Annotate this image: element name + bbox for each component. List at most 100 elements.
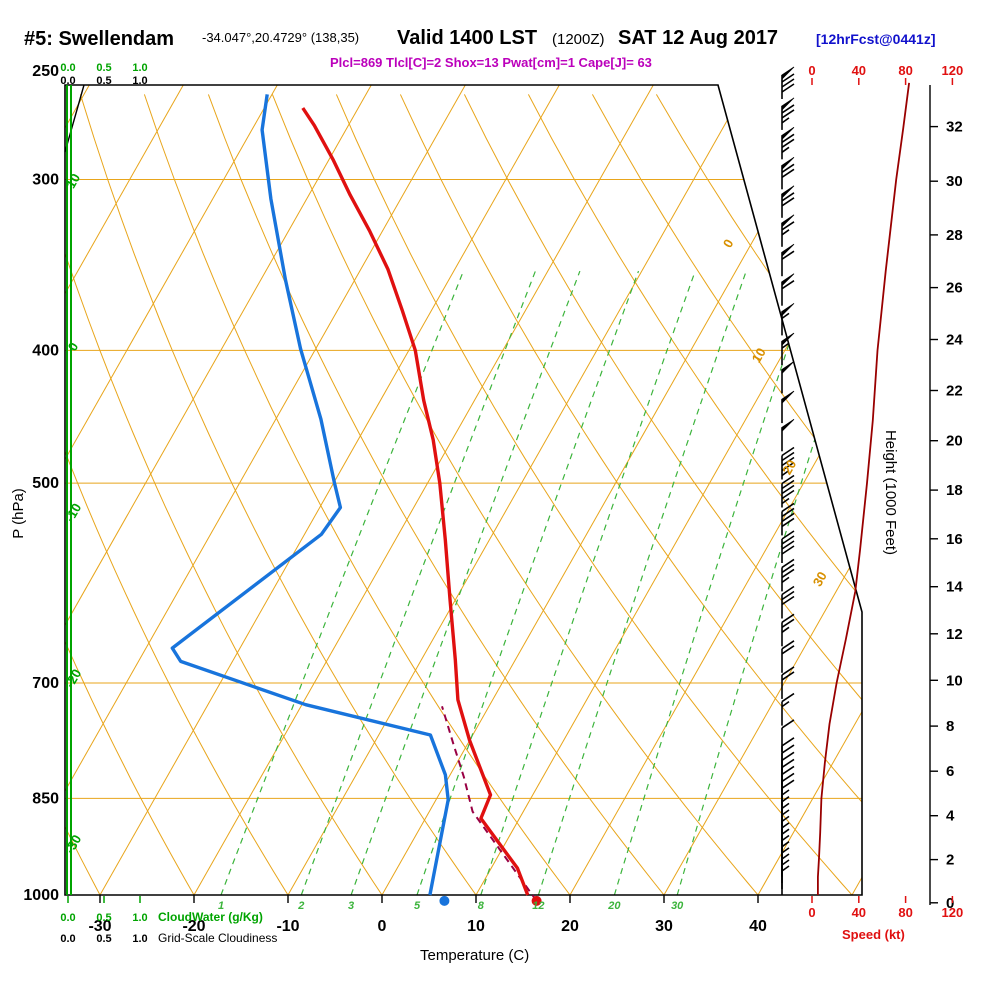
temperature-tick-label: -10 — [276, 918, 299, 935]
wind-barb-feather — [781, 758, 795, 769]
background-grid — [0, 85, 1000, 895]
isotherm-line — [287, 85, 748, 895]
temperature-tick-label: 10 — [467, 918, 485, 935]
speed-tick-label-top: 120 — [942, 63, 964, 78]
speed-tick-label-bottom: 0 — [808, 905, 815, 920]
wind-barb-pennant — [781, 66, 795, 80]
wind-barb-feather — [781, 779, 795, 789]
wind-barb-half-feather — [781, 700, 790, 708]
height-tick-label: 26 — [946, 280, 963, 297]
cloudwater-axis-label: CloudWater (g/Kg) — [158, 910, 263, 924]
mixing-ratio-label: 3 — [348, 900, 354, 912]
isotherm-right-label: 0 — [720, 236, 737, 250]
wind-barb-feather — [781, 558, 795, 569]
wind-barb-pennant — [781, 97, 795, 111]
wind-barb-feather — [781, 535, 795, 545]
wind-barb-feather — [781, 517, 795, 528]
wind-barb-half-feather — [781, 796, 790, 803]
wind-barb-half-feather — [781, 865, 790, 872]
wind-barb-feather — [781, 446, 795, 457]
wind-barb-feather — [781, 545, 795, 555]
wind-barb-feather — [781, 618, 795, 628]
isotherm-right-labels: 0 10 20 30 — [720, 236, 830, 588]
wind-barb-feather — [781, 138, 795, 148]
height-tick-label: 18 — [946, 482, 963, 499]
temperature-tick-label: 40 — [749, 918, 767, 935]
height-tick-label: 6 — [946, 763, 954, 780]
height-tick-label: 4 — [946, 808, 955, 825]
height-tick-label: 0 — [946, 895, 954, 912]
wind-barb-feather — [781, 502, 795, 513]
surface-temperature-dot — [531, 895, 542, 906]
wind-barb-half-feather — [781, 847, 790, 854]
wind-barb-half-feather — [781, 576, 790, 584]
temperature-tick-labels: -30 -20 -10 0 10 20 30 40 — [88, 895, 767, 935]
wind-barb-half-feather — [781, 312, 790, 320]
mixing-ratio-label: 5 — [414, 900, 421, 912]
wind-barb-feather — [781, 456, 795, 467]
height-tick-label: 12 — [946, 626, 963, 643]
mixing-ratio-label: 20 — [607, 900, 621, 912]
wind-barb-half-feather — [781, 342, 790, 349]
wind-barb-feather — [781, 507, 795, 518]
wind-barb-feather — [781, 78, 795, 88]
dry-adiabat-line — [65, 94, 289, 895]
cloudwater-scale-bottom: 1.0 — [132, 912, 147, 924]
isotherm-right-label: 20 — [779, 457, 799, 477]
isotherm-line — [381, 85, 842, 895]
pressure-tick-label: 500 — [32, 475, 59, 492]
speed-tick-label-bottom: 80 — [898, 905, 912, 920]
mixing-ratio-label: 12 — [532, 900, 544, 912]
wind-barb-feather — [781, 221, 795, 231]
dry-adiabat-line — [271, 94, 759, 895]
isotherm-left-label: 10 — [63, 171, 83, 191]
isotherm-line — [851, 85, 862, 895]
wind-barb-feather — [781, 590, 795, 601]
dry-adiabat-line — [976, 94, 1000, 895]
wind-barb-feather — [781, 197, 795, 207]
wind-barb-pennant — [781, 185, 795, 199]
mixing-ratio-label: 8 — [478, 900, 485, 912]
height-tick-label: 24 — [946, 332, 963, 349]
sounding-indices-line: Plcl=869 Tlcl[C]=2 Shox=13 Pwat[cm]=1 Ca… — [330, 55, 652, 70]
temperature-tick-label: 20 — [561, 918, 579, 935]
speed-axis-label: Speed (kt) — [842, 927, 905, 942]
wind-barb-half-feather — [781, 117, 790, 124]
speed-tick-label-bottom: 120 — [942, 905, 964, 920]
wind-barb-feather — [781, 744, 795, 754]
surface-dewpoint-dot — [439, 895, 450, 906]
wind-barb-feather — [781, 737, 795, 747]
wind-barbs — [781, 66, 795, 895]
pressure-tick-labels: 250 300 400 500 700 850 1000 — [23, 63, 59, 904]
wind-barb-feather — [781, 73, 795, 83]
height-tick-label: 10 — [946, 672, 963, 689]
height-tick-label: 30 — [946, 173, 963, 190]
cloudiness-scale-top: 1.0 — [132, 75, 147, 87]
pressure-tick-label: 400 — [32, 342, 59, 359]
isotherm-line — [99, 85, 560, 895]
isotherm-line — [65, 85, 278, 895]
wind-barb-feather — [781, 133, 795, 143]
dry-adiabat-line — [0, 94, 6, 895]
dry-adiabat-line — [335, 94, 853, 895]
dry-adiabat-line — [207, 94, 665, 895]
wind-barb-feather — [781, 595, 795, 606]
wind-barb-half-feather — [781, 859, 790, 866]
speed-tick-label-top: 40 — [852, 63, 866, 78]
mixing-ratio-line — [480, 270, 696, 895]
wind-barb-feather — [781, 719, 795, 729]
temperature-axis-label: Temperature (C) — [420, 947, 530, 964]
height-tick-label: 14 — [946, 579, 963, 596]
height-axis-label: Height (1000 Feet) — [882, 429, 900, 556]
mixing-ratio-line — [300, 270, 536, 895]
wind-barb-half-feather — [781, 497, 790, 505]
wind-barb-feather — [781, 280, 795, 290]
wind-barb-pennant — [781, 361, 795, 375]
cloudiness-scale-bottom: 0.0 — [60, 933, 75, 945]
station-coordinates: -34.047°,20.4729° (138,35) — [202, 30, 360, 45]
wind-barb-pennant — [781, 273, 795, 287]
wind-barb-feather — [781, 168, 795, 178]
